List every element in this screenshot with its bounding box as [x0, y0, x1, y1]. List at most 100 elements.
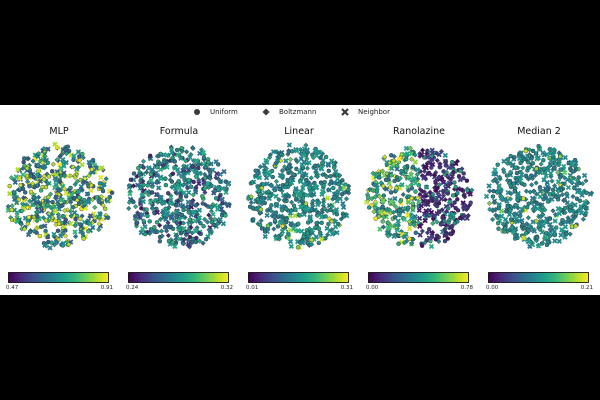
boltzmann-point [72, 223, 78, 229]
uniform-point [203, 165, 208, 170]
neighbor-point [562, 154, 568, 161]
boltzmann-point [325, 187, 331, 193]
uniform-point [255, 197, 261, 202]
neighbor-point [412, 159, 418, 165]
neighbor-point [201, 179, 207, 186]
uniform-point [209, 183, 214, 188]
neighbor-point [169, 149, 175, 156]
boltzmann-point [62, 173, 68, 179]
neighbor-point [264, 181, 270, 187]
uniform-point [296, 221, 301, 227]
uniform-point [201, 223, 206, 229]
neighbor-point [214, 206, 221, 212]
boltzmann-point [306, 226, 313, 232]
uniform-point [247, 204, 253, 210]
uniform-point [50, 169, 55, 174]
neighbor-point [548, 158, 554, 164]
legend: Uniform Boltzmann Neighbor [0, 105, 600, 119]
boltzmann-point [432, 213, 438, 219]
neighbor-point [453, 161, 459, 167]
uniform-point [272, 218, 278, 223]
neighbor-point [307, 192, 313, 198]
boltzmann-point [31, 184, 38, 190]
boltzmann-point [503, 208, 509, 214]
boltzmann-point [309, 192, 316, 198]
uniform-point [65, 144, 71, 149]
neighbor-point [318, 236, 325, 242]
neighbor-point [75, 188, 82, 194]
neighbor-point [574, 189, 581, 195]
boltzmann-point [409, 195, 415, 201]
boltzmann-point [570, 213, 576, 219]
boltzmann-point [30, 158, 36, 164]
uniform-point [453, 184, 458, 190]
uniform-point [293, 207, 298, 212]
uniform-point [464, 178, 470, 183]
neighbor-point [255, 187, 261, 193]
uniform-point [365, 195, 371, 200]
uniform-point [220, 201, 225, 206]
neighbor-point [97, 211, 103, 217]
neighbor-point [86, 159, 92, 166]
uniform-point [514, 178, 520, 183]
neighbor-point [333, 224, 339, 230]
boltzmann-point [412, 152, 418, 158]
boltzmann-point [70, 204, 76, 210]
boltzmann-point [197, 238, 203, 244]
boltzmann-point [25, 204, 31, 210]
neighbor-point [540, 150, 546, 156]
uniform-point [451, 170, 456, 175]
uniform-point [389, 153, 394, 158]
boltzmann-point [281, 197, 287, 203]
boltzmann-point [131, 183, 137, 189]
boltzmann-point [494, 215, 500, 221]
uniform-point [332, 195, 337, 200]
boltzmann-point [447, 214, 453, 220]
neighbor-point [13, 174, 19, 180]
boltzmann-point [265, 188, 272, 195]
boltzmann-point [562, 210, 568, 216]
boltzmann-point [583, 210, 589, 216]
boltzmann-point [19, 208, 25, 214]
boltzmann-point [287, 156, 294, 163]
boltzmann-point [168, 193, 174, 199]
neighbor-point [440, 179, 447, 185]
neighbor-point [373, 182, 380, 188]
uniform-point [505, 204, 510, 209]
uniform-point [388, 185, 393, 190]
boltzmann-point [369, 202, 375, 208]
neighbor-point [265, 169, 271, 175]
neighbor-point [140, 199, 146, 205]
scatter-plot [126, 144, 232, 250]
boltzmann-point [573, 223, 579, 229]
uniform-point [511, 181, 516, 186]
uniform-point [293, 197, 299, 202]
boltzmann-point [502, 225, 508, 231]
uniform-point [584, 190, 589, 196]
neighbor-point [312, 183, 318, 189]
neighbor-point [525, 238, 532, 244]
uniform-point [66, 148, 72, 154]
neighbor-point [286, 235, 292, 241]
neighbor-point [300, 152, 306, 158]
uniform-point [573, 211, 579, 217]
uniform-point [63, 228, 68, 233]
neighbor-point [192, 228, 198, 234]
uniform-point [534, 166, 539, 171]
uniform-point [43, 228, 48, 234]
boltzmann-point [385, 233, 391, 239]
neighbor-point [429, 230, 435, 236]
uniform-point [70, 164, 76, 170]
neighbor-point [197, 150, 203, 156]
uniform-point [132, 213, 138, 219]
boltzmann-point [96, 221, 102, 227]
boltzmann-point [169, 184, 175, 190]
boltzmann-point [445, 173, 451, 179]
neighbor-point [217, 216, 223, 223]
uniform-point [142, 231, 148, 237]
neighbor-point [564, 193, 570, 199]
uniform-point [145, 213, 150, 219]
uniform-point [388, 190, 394, 195]
boltzmann-point [141, 218, 147, 224]
boltzmann-point [25, 221, 31, 227]
